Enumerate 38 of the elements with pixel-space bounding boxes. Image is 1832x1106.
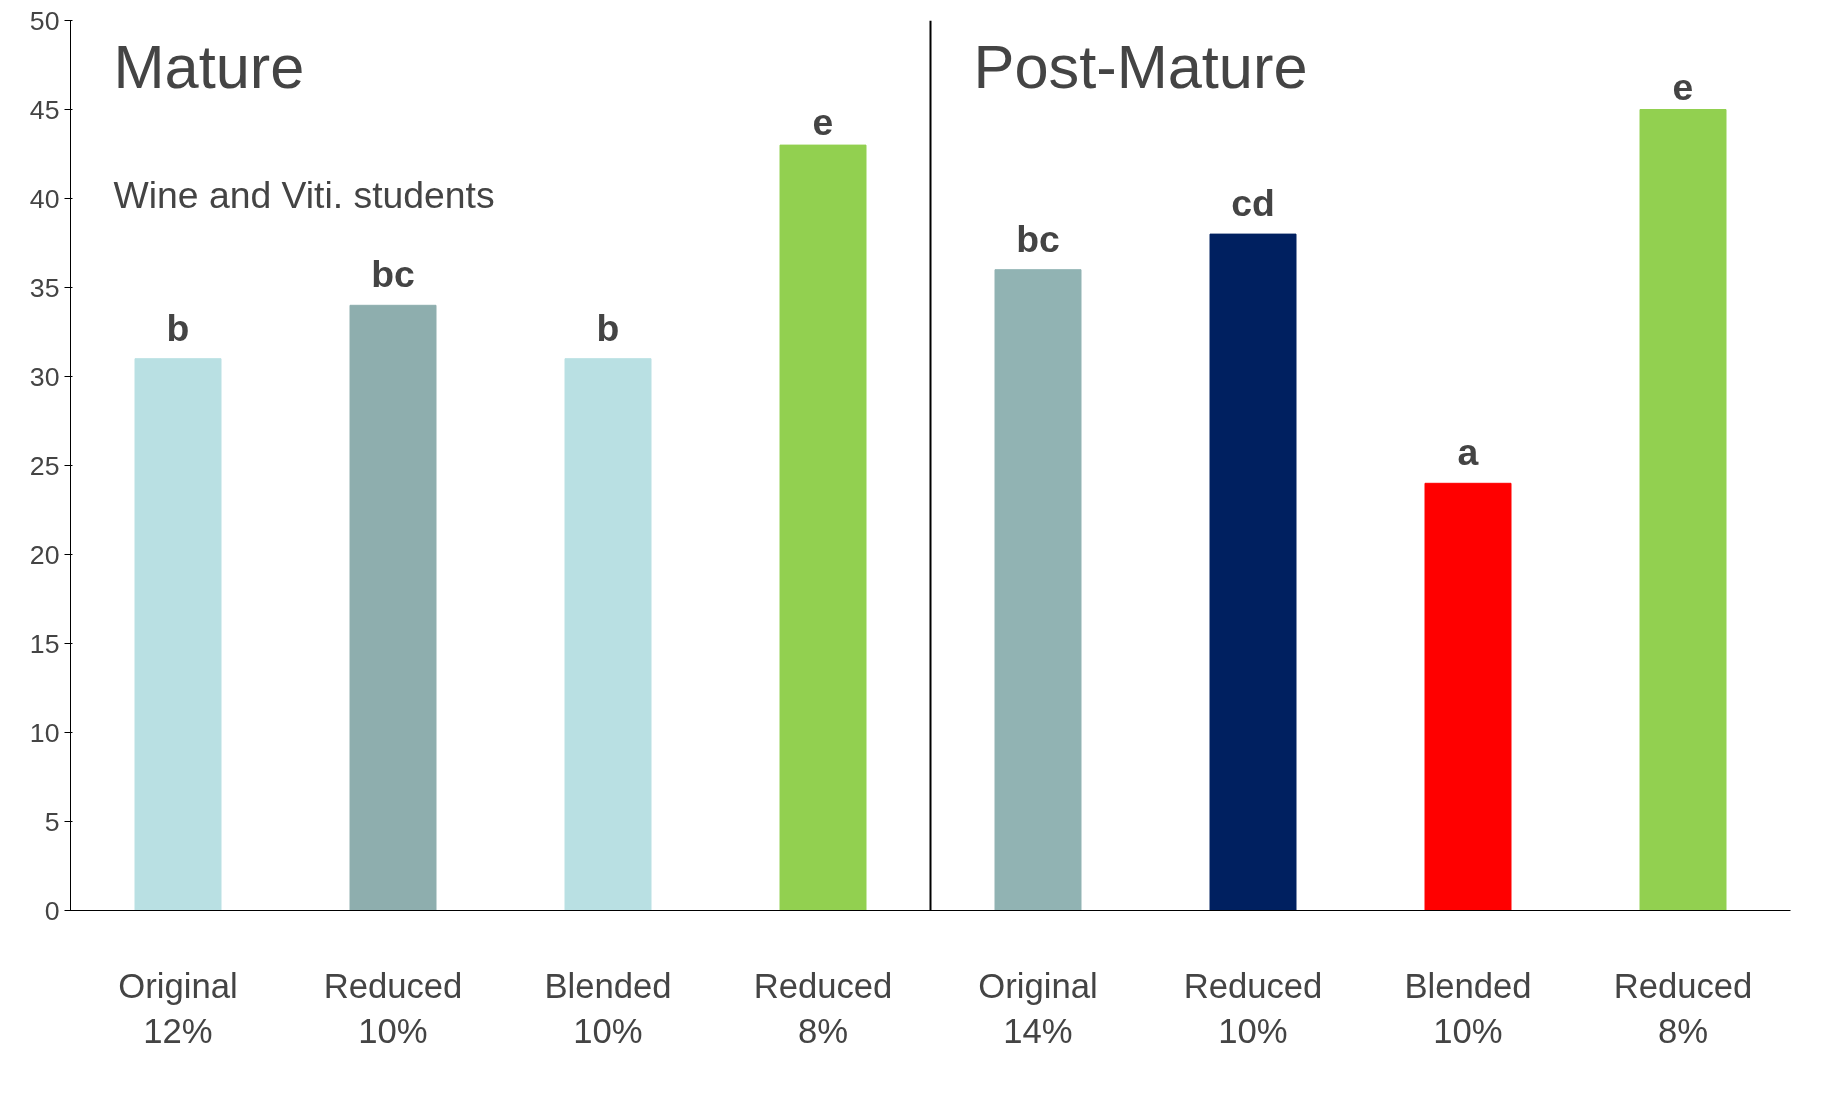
y-tick-label: 15 [29,628,60,659]
y-tick-label: 5 [44,806,60,837]
bar [994,269,1082,911]
x-tick-label: Reduced 8% [1613,966,1753,1051]
bar [564,358,652,911]
bar [1424,482,1512,911]
data-label: cd [1231,182,1275,225]
annotation: Mature [113,31,305,101]
x-tick-label: Reduced 10% [1183,966,1323,1051]
y-tick-label: 45 [29,94,60,125]
bar [779,144,867,911]
data-label: bc [371,253,415,296]
bar [349,304,437,911]
y-tick-label: 10 [29,717,60,748]
x-tick-label: Original 12% [118,966,238,1051]
y-tick-label: 50 [29,5,60,36]
y-tick-label: 25 [29,450,60,481]
x-tick-label: Blended 10% [544,966,672,1051]
annotation: Post-Mature [973,31,1308,101]
y-tick-label: 20 [29,539,60,570]
data-label: e [812,101,834,144]
y-tick-label: 0 [44,895,60,926]
bar [1639,109,1727,911]
bar [1209,233,1297,911]
bar [134,358,222,911]
x-tick-label: Original 14% [978,966,1098,1051]
data-label: b [166,306,190,349]
x-tick-label: Reduced 10% [323,966,463,1051]
data-label: b [596,306,620,349]
data-label: a [1457,431,1479,474]
data-label: bc [1016,217,1060,260]
data-label: e [1672,65,1694,108]
x-tick-label: Reduced 8% [753,966,893,1051]
annotation: Wine and Viti. students [113,174,495,217]
y-tick-label: 40 [29,183,60,214]
y-tick-label: 30 [29,361,60,392]
x-tick-label: Blended 10% [1404,966,1532,1051]
y-tick-label: 35 [29,272,60,303]
